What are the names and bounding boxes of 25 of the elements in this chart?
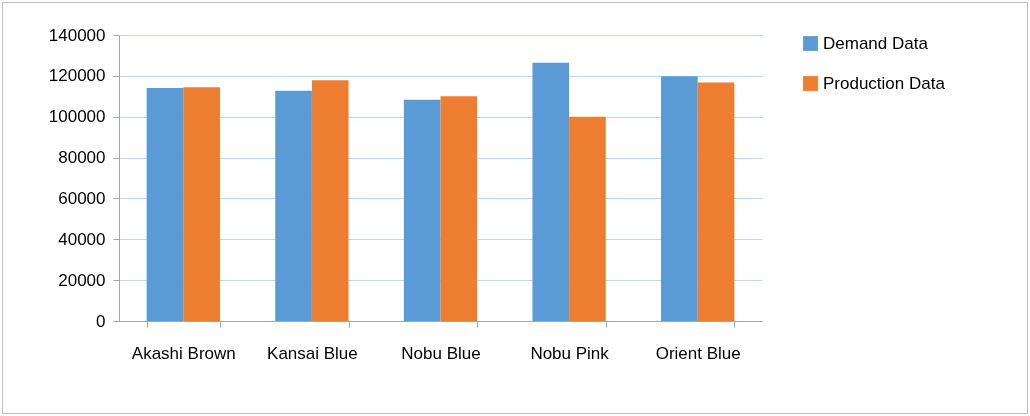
bar bbox=[311, 80, 349, 321]
x-tick-label: Nobu Pink bbox=[530, 343, 610, 363]
bar bbox=[697, 82, 735, 321]
legend-label: Demand Data bbox=[823, 33, 929, 53]
legend-label: Production Data bbox=[823, 73, 946, 93]
y-tick-label: 0 bbox=[96, 311, 106, 331]
bar bbox=[403, 99, 441, 321]
bar bbox=[440, 96, 478, 321]
y-tick-label: 20000 bbox=[58, 270, 106, 290]
x-tick-label: Orient Blue bbox=[655, 343, 741, 363]
y-tick-label: 60000 bbox=[58, 188, 106, 208]
y-tick-label: 100000 bbox=[48, 107, 106, 127]
bar bbox=[146, 88, 184, 321]
x-tick-label: Akashi Brown bbox=[131, 343, 236, 363]
bar bbox=[661, 76, 698, 321]
y-tick-label: 120000 bbox=[48, 66, 106, 86]
y-tick-label: 140000 bbox=[48, 25, 106, 45]
bar bbox=[569, 116, 606, 321]
y-tick-label: 40000 bbox=[58, 229, 106, 249]
y-tick-label: 80000 bbox=[58, 148, 106, 168]
bar bbox=[532, 62, 570, 321]
bar bbox=[183, 87, 220, 321]
x-tick-label: Nobu Blue bbox=[401, 343, 481, 363]
bar bbox=[275, 90, 312, 321]
x-tick-label: Kansai Blue bbox=[267, 343, 358, 363]
